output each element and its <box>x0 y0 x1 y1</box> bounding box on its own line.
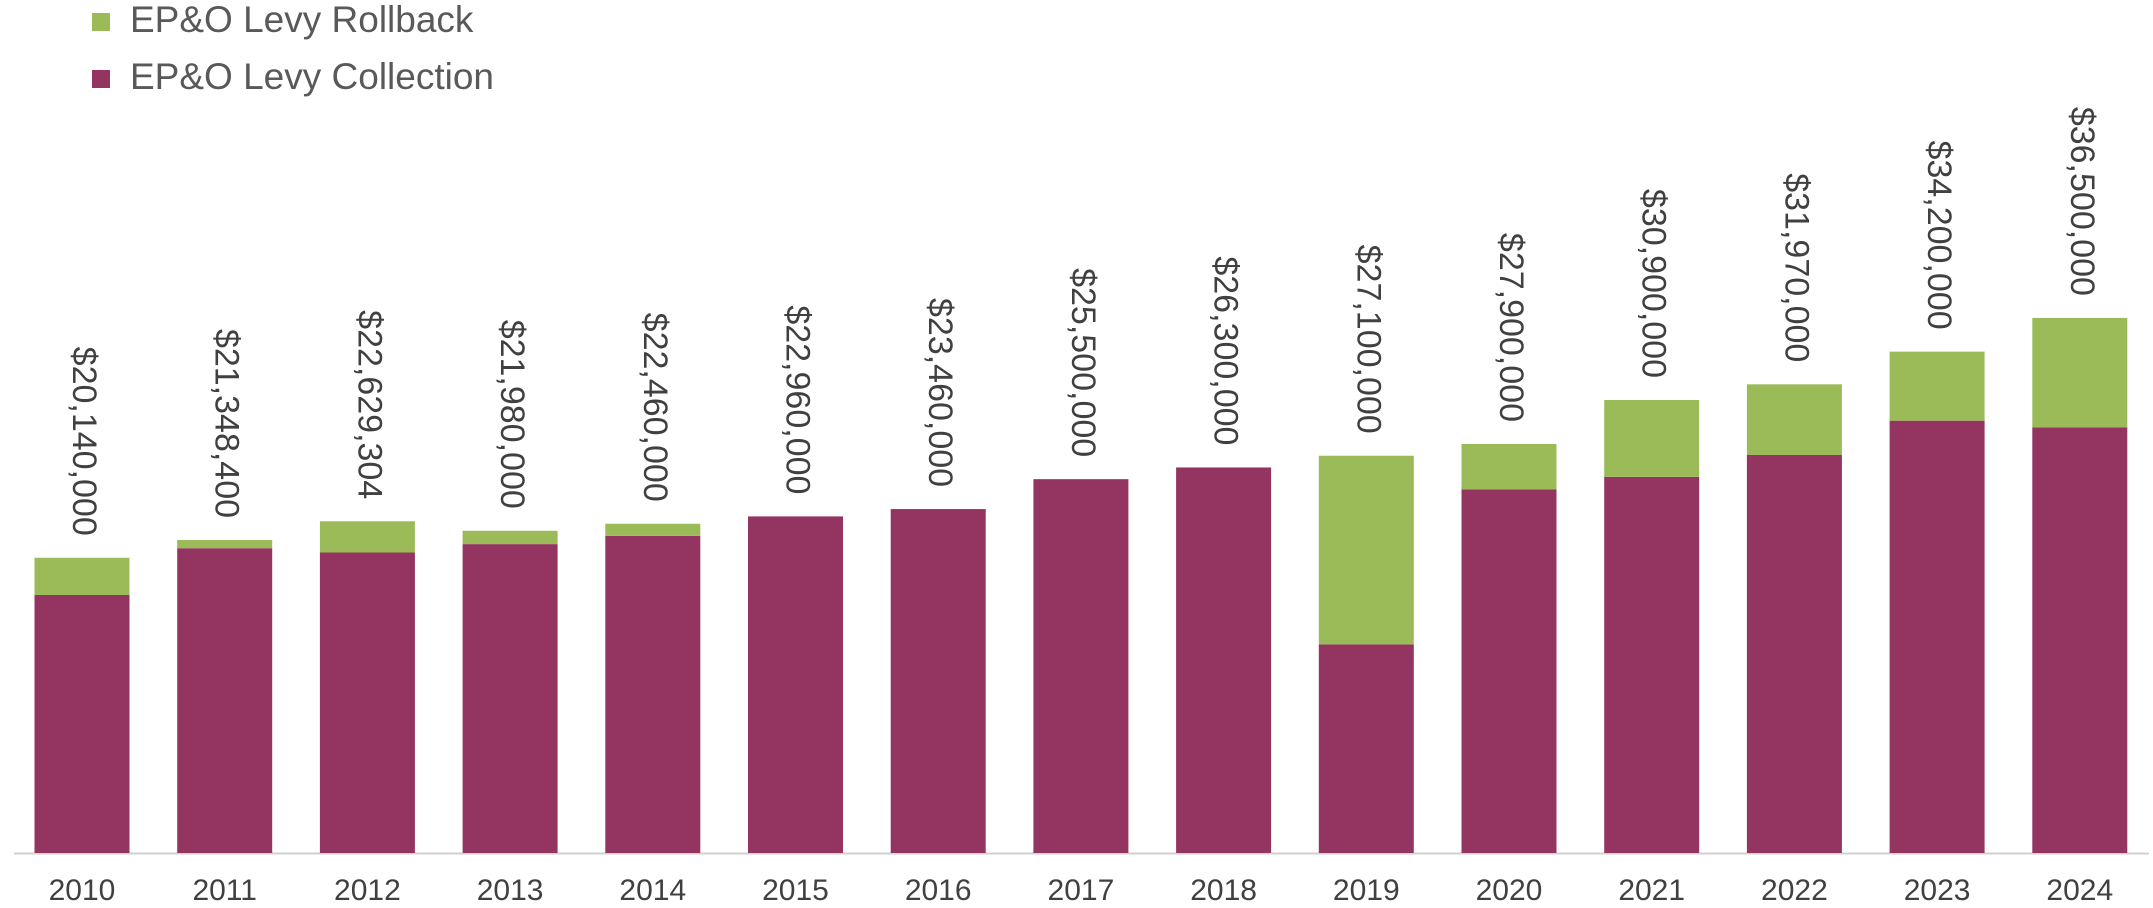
legend-label: EP&O Levy Collection <box>130 56 494 97</box>
x-tick-label: 2015 <box>762 874 829 907</box>
bar-segment <box>2032 427 2128 853</box>
total-label: $36,500,000 <box>2063 107 2101 296</box>
bar-segment <box>1318 455 1414 645</box>
bar-segment <box>1746 384 1842 455</box>
total-label: $22,629,304 <box>350 310 388 499</box>
x-tick-label: 2011 <box>192 874 257 907</box>
bar-segment <box>605 523 701 536</box>
total-label: $21,980,000 <box>493 320 531 509</box>
total-label: $31,970,000 <box>1777 173 1815 362</box>
total-label: $26,300,000 <box>1207 256 1245 445</box>
bar-segment <box>177 540 273 549</box>
x-tick-label: 2022 <box>1761 874 1828 907</box>
total-label: $30,900,000 <box>1635 189 1673 378</box>
total-label: $23,460,000 <box>921 298 959 487</box>
total-label: $22,460,000 <box>636 313 674 502</box>
total-label: $20,140,000 <box>65 347 103 536</box>
total-label: $34,200,000 <box>1920 141 1958 330</box>
bar-segment <box>890 509 986 853</box>
x-tick-label: 2012 <box>334 874 401 907</box>
x-tick-label: 2021 <box>1618 874 1685 907</box>
bar-segment <box>177 548 273 853</box>
bar-segment <box>1176 467 1272 853</box>
bar-segment <box>1746 454 1842 853</box>
legend-label: EP&O Levy Rollback <box>130 0 474 40</box>
x-tick-label: 2010 <box>49 874 116 907</box>
bar-segment <box>1033 479 1129 853</box>
total-label: $21,348,400 <box>208 329 246 518</box>
bar-segment <box>34 557 130 595</box>
total-label: $25,500,000 <box>1064 268 1102 457</box>
x-tick-label: 2019 <box>1333 874 1400 907</box>
bar-segment <box>1604 476 1700 853</box>
bar-segment <box>605 535 701 853</box>
x-tick-label: 2016 <box>905 874 972 907</box>
legend-swatch <box>92 70 110 88</box>
bar-segment <box>319 552 415 853</box>
total-label: $22,960,000 <box>779 305 817 494</box>
total-label: $27,100,000 <box>1349 245 1387 434</box>
bar-segment <box>462 544 558 853</box>
bar-segment <box>1461 489 1557 853</box>
x-tick-label: 2013 <box>477 874 544 907</box>
bar-segment <box>1318 644 1414 853</box>
bar-segment <box>34 594 130 853</box>
x-tick-label: 2014 <box>619 874 686 907</box>
x-tick-label: 2023 <box>1904 874 1971 907</box>
bar-segment <box>1889 420 1985 853</box>
bar-segment <box>748 516 843 853</box>
bar-segment <box>1889 351 1985 421</box>
bar-segment <box>1461 443 1557 490</box>
x-tick-label: 2020 <box>1476 874 1543 907</box>
x-tick-label: 2018 <box>1190 874 1257 907</box>
bar-segment <box>2032 317 2128 428</box>
bar-segment <box>319 521 415 553</box>
bar-segment <box>462 530 558 545</box>
x-tick-label: 2024 <box>2046 874 2113 907</box>
total-label: $27,900,000 <box>1492 233 1530 422</box>
legend-swatch <box>92 13 110 31</box>
bar-segment <box>1604 400 1700 477</box>
x-tick-label: 2017 <box>1048 874 1115 907</box>
